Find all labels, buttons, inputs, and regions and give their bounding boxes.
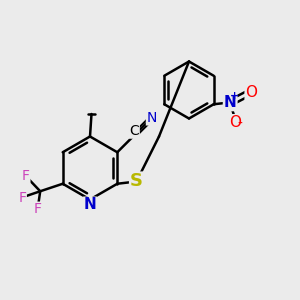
Text: N: N	[224, 95, 237, 110]
Text: F: F	[33, 202, 41, 216]
Text: O: O	[229, 115, 241, 130]
Text: N: N	[84, 197, 96, 212]
Text: +: +	[230, 91, 239, 101]
Text: F: F	[22, 169, 30, 183]
Text: O: O	[245, 85, 257, 100]
Text: N: N	[146, 111, 157, 125]
Text: S: S	[130, 172, 143, 190]
Text: C: C	[129, 124, 139, 138]
Text: -: -	[238, 117, 242, 131]
Text: F: F	[18, 191, 26, 205]
